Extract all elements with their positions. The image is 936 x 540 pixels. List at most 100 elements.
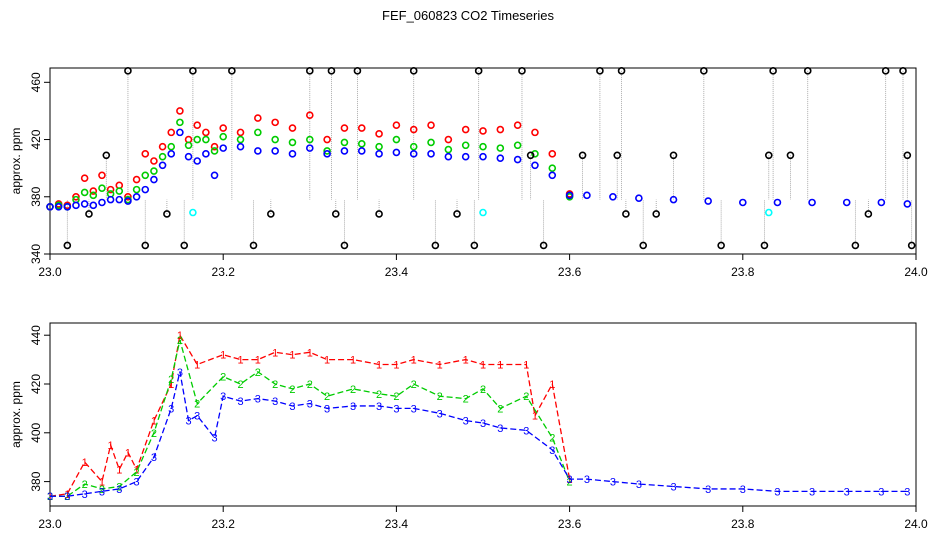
series-marker-3: 3 (904, 486, 910, 498)
series-marker-1: 1 (532, 411, 538, 423)
data-point-3 (167, 150, 176, 158)
y-axis-label: approx. ppm (9, 128, 23, 195)
data-point-2 (513, 141, 522, 150)
series-marker-3: 3 (194, 411, 200, 423)
data-point-3 (210, 171, 219, 180)
series-marker-2: 2 (177, 335, 183, 347)
data-point-outliers (613, 151, 622, 160)
data-point-1 (427, 121, 435, 130)
data-point-1 (479, 127, 487, 135)
y-tick-label: 420 (29, 129, 43, 149)
data-point-outliers (760, 241, 769, 250)
data-point-1 (141, 150, 150, 158)
series-marker-1: 1 (116, 464, 122, 476)
y-tick-label: 420 (29, 374, 43, 394)
data-point-outliers (267, 210, 275, 218)
data-point-outliers (249, 241, 258, 250)
data-point-cyan (764, 208, 773, 217)
series-marker-2: 2 (307, 379, 313, 391)
series-marker-3: 3 (255, 394, 261, 406)
series-marker-1: 1 (393, 359, 399, 371)
series-marker-2: 2 (255, 367, 261, 379)
data-point-outliers (803, 67, 812, 75)
data-point-outliers (539, 241, 548, 250)
series-marker-2: 2 (437, 391, 443, 403)
data-point-3 (773, 198, 782, 207)
series-marker-1: 1 (437, 359, 443, 371)
series-marker-3: 3 (151, 452, 157, 464)
data-point-3 (548, 171, 557, 180)
data-point-1 (150, 157, 158, 165)
data-point-2 (210, 147, 219, 155)
data-point-3 (704, 197, 712, 205)
series-marker-2: 2 (567, 477, 573, 489)
series-marker-3: 3 (237, 396, 243, 408)
data-point-3 (202, 150, 210, 158)
series-marker-2: 2 (350, 384, 356, 396)
series-marker-1: 1 (125, 447, 131, 459)
series-marker-3: 3 (463, 416, 469, 428)
data-point-outliers (899, 67, 907, 75)
series-marker-2: 2 (99, 484, 105, 496)
series-marker-2: 2 (134, 467, 140, 479)
y-tick-label: 380 (29, 471, 43, 491)
series-marker-1: 1 (480, 359, 486, 371)
series-marker-1: 1 (549, 379, 555, 391)
series-marker-1: 1 (177, 330, 183, 342)
series-marker-2: 2 (549, 433, 555, 445)
series-marker-3: 3 (307, 399, 313, 411)
data-point-outliers (769, 67, 777, 75)
data-point-outliers (331, 210, 340, 218)
data-point-1 (106, 185, 115, 194)
series-marker-1: 1 (194, 359, 200, 371)
data-point-3 (106, 195, 115, 204)
series-marker-3: 3 (376, 401, 382, 413)
data-point-2 (115, 187, 124, 195)
data-point-2 (305, 135, 314, 144)
x-tick-label: 23.4 (385, 265, 409, 279)
data-point-3 (305, 144, 314, 152)
data-point-3 (635, 194, 643, 202)
series-marker-3: 3 (116, 484, 122, 496)
data-point-outliers (470, 241, 479, 250)
data-point-outliers (353, 67, 362, 75)
series-line-1 (49, 333, 571, 497)
series-marker-3: 3 (220, 391, 226, 403)
x-tick-label: 24.0 (904, 265, 928, 279)
data-point-3 (903, 200, 912, 208)
x-tick-label: 23.0 (38, 517, 62, 531)
data-point-3 (46, 202, 54, 211)
series-marker-1: 1 (289, 350, 295, 362)
data-point-2 (89, 191, 98, 200)
data-point-1 (176, 107, 184, 115)
series-marker-3: 3 (774, 486, 780, 498)
data-point-2 (548, 164, 557, 172)
data-point-1 (444, 135, 453, 144)
data-point-2 (158, 152, 167, 161)
data-point-3 (72, 201, 80, 210)
series-marker-2: 2 (82, 479, 88, 491)
series-marker-3: 3 (705, 484, 711, 496)
data-point-outliers (518, 67, 526, 75)
data-point-outliers (717, 241, 725, 250)
data-point-1 (193, 121, 202, 130)
series-marker-3: 3 (82, 489, 88, 501)
series-marker-2: 2 (151, 428, 157, 440)
data-point-outliers (340, 241, 349, 250)
data-point-1 (461, 125, 470, 134)
data-point-3 (288, 150, 297, 158)
data-point-3 (184, 152, 193, 161)
data-point-outliers (163, 210, 171, 218)
data-point-2 (496, 144, 505, 152)
data-point-1 (392, 121, 401, 130)
series-marker-1: 1 (82, 457, 88, 469)
series-marker-3: 3 (549, 445, 555, 457)
series-marker-3: 3 (670, 481, 676, 493)
top-panel: 23.0 23.2 23.4 23.6 23.8 24.0 340 380 420 460 appr… (9, 67, 928, 279)
series-marker-2: 2 (463, 394, 469, 406)
data-point-3 (479, 152, 487, 161)
series-marker-2: 2 (393, 391, 399, 403)
data-point-3 (132, 192, 141, 201)
data-point-outliers (700, 67, 708, 75)
